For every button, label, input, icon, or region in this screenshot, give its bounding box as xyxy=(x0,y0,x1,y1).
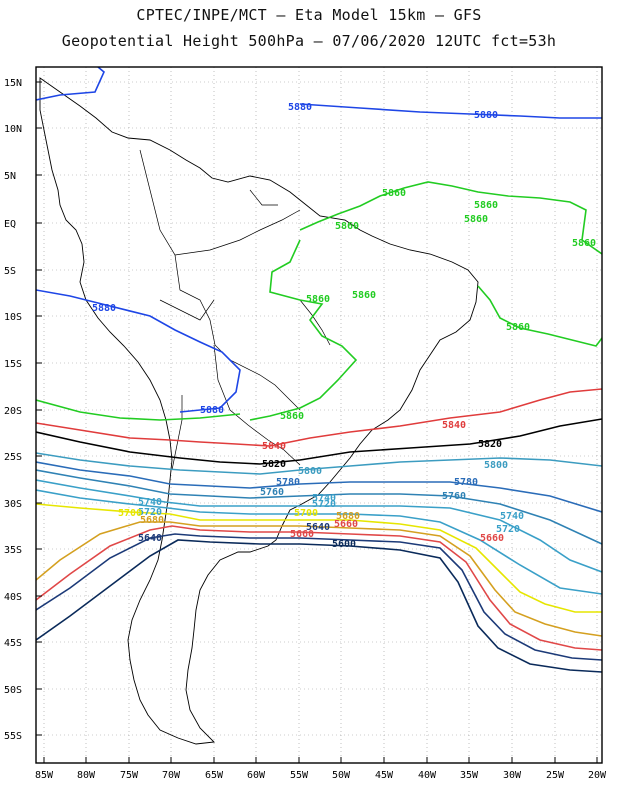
contour-5640 xyxy=(36,533,602,661)
contour-label-5660: 5660 xyxy=(480,533,504,544)
contour-label-5880: 5880 xyxy=(288,102,312,113)
contour-label-5640: 5640 xyxy=(138,533,162,544)
lat-label: 5N xyxy=(4,171,16,182)
height-contours xyxy=(36,67,602,673)
lat-label: EQ xyxy=(4,219,16,230)
south-america-coastline xyxy=(39,77,479,745)
contour-5740 xyxy=(36,479,602,573)
lat-label: 15N xyxy=(4,78,22,89)
contour-label-5860: 5860 xyxy=(352,290,376,301)
contour-label-5640: 5640 xyxy=(306,522,330,533)
map-title-line2: Geopotential Height 500hPa – 07/06/2020 … xyxy=(61,32,557,50)
map-frame xyxy=(35,66,603,764)
contour-labels: 5880 5880 5880 5880 5860 5860 5860 5860 5860 5860… xyxy=(92,102,596,550)
lon-label: 85W xyxy=(35,770,54,781)
longitude-labels: 85W 80W 75W 70W 65W 60W 55W 50W 45W 40W 35W 30W 25W 2… xyxy=(35,757,607,781)
contour-label-5800: 5800 xyxy=(298,466,322,477)
contour-label-5780: 5780 xyxy=(454,477,478,488)
contour-label-5720: 5720 xyxy=(312,499,336,510)
contour-5780 xyxy=(36,461,602,513)
lon-label: 30W xyxy=(503,770,522,781)
contour-label-5600: 5600 xyxy=(332,539,356,550)
contour-5660 xyxy=(36,525,602,651)
contour-label-5880: 5880 xyxy=(200,405,224,416)
contour-label-5860: 5860 xyxy=(382,188,406,199)
lat-lon-grid xyxy=(36,67,602,763)
contour-label-5880: 5880 xyxy=(92,303,116,314)
contour-label-5840: 5840 xyxy=(262,441,286,452)
contour-label-5860: 5860 xyxy=(474,200,498,211)
lon-label: 20W xyxy=(588,770,607,781)
lat-label: 30S xyxy=(4,499,22,510)
contour-label-5740: 5740 xyxy=(312,493,336,504)
contour-label-5860: 5860 xyxy=(306,294,330,305)
lat-label: 35S xyxy=(4,545,22,556)
lat-label: 45S xyxy=(4,638,22,649)
lat-label: 50S xyxy=(4,685,22,696)
contour-label-5860: 5860 xyxy=(280,411,304,422)
lon-label: 60W xyxy=(247,770,266,781)
lat-label: 5S xyxy=(4,266,16,277)
lon-label: 50W xyxy=(332,770,351,781)
contour-5720 xyxy=(36,489,602,595)
contour-label-5860: 5860 xyxy=(572,238,596,249)
contour-label-5760: 5760 xyxy=(260,487,284,498)
lon-label: 40W xyxy=(418,770,437,781)
contour-label-5760: 5760 xyxy=(442,491,466,502)
contour-5840 xyxy=(36,388,602,447)
contour-5680 xyxy=(36,521,602,637)
contour-label-5660: 5660 xyxy=(334,519,358,530)
lon-label: 35W xyxy=(460,770,479,781)
lat-label: 20S xyxy=(4,406,22,417)
contour-label-5720: 5720 xyxy=(496,524,520,535)
contour-label-5740: 5740 xyxy=(138,497,162,508)
contour-label-5700: 5700 xyxy=(118,508,142,519)
lat-label: 25S xyxy=(4,452,22,463)
contour-label-5860: 5860 xyxy=(506,322,530,333)
contour-5800 xyxy=(36,452,602,475)
contour-5860 xyxy=(299,181,602,255)
lat-label: 55S xyxy=(4,731,22,742)
lon-label: 75W xyxy=(120,770,139,781)
contour-label-5780: 5780 xyxy=(276,477,300,488)
contour-5820 xyxy=(36,418,602,465)
country-borders xyxy=(139,149,331,471)
contour-label-5740: 5740 xyxy=(500,511,524,522)
lon-label: 70W xyxy=(162,770,181,781)
lon-label: 45W xyxy=(375,770,394,781)
lat-label: 40S xyxy=(4,592,22,603)
contour-label-5820: 5820 xyxy=(478,439,502,450)
lon-label: 65W xyxy=(205,770,224,781)
contour-5860 xyxy=(249,239,358,421)
contour-5600 xyxy=(36,539,602,673)
contour-label-5880: 5880 xyxy=(474,110,498,121)
contour-label-5680: 5680 xyxy=(336,511,360,522)
latitude-labels: 15N 10N 5N EQ 5S 10S 15S 20S 25S 30S 35S 40S 45S 50S 5… xyxy=(4,78,42,742)
contour-5880 xyxy=(36,289,241,413)
contour-5880 xyxy=(299,103,602,119)
contour-label-5860: 5860 xyxy=(335,221,359,232)
lat-label: 10S xyxy=(4,312,22,323)
contour-label-5840: 5840 xyxy=(442,420,466,431)
contour-label-5860: 5860 xyxy=(464,214,488,225)
lon-label: 80W xyxy=(77,770,96,781)
lat-label: 10N xyxy=(4,124,22,135)
map-title-line1: CPTEC/INPE/MCT – Eta Model 15km – GFS xyxy=(136,6,482,24)
lon-label: 25W xyxy=(546,770,565,781)
contour-5860 xyxy=(477,285,602,347)
contour-5760 xyxy=(36,469,602,545)
contour-5700 xyxy=(36,503,602,613)
contour-label-5720: 5720 xyxy=(138,507,162,518)
contour-5860 xyxy=(36,399,241,421)
contour-label-5800: 5800 xyxy=(484,460,508,471)
contour-5880 xyxy=(36,67,105,101)
contour-label-5660: 5660 xyxy=(290,529,314,540)
contour-label-5820: 5820 xyxy=(262,459,286,470)
contour-label-5680: 5680 xyxy=(140,515,164,526)
contour-label-5700: 5700 xyxy=(294,508,318,519)
lon-label: 55W xyxy=(290,770,309,781)
lat-label: 15S xyxy=(4,359,22,370)
